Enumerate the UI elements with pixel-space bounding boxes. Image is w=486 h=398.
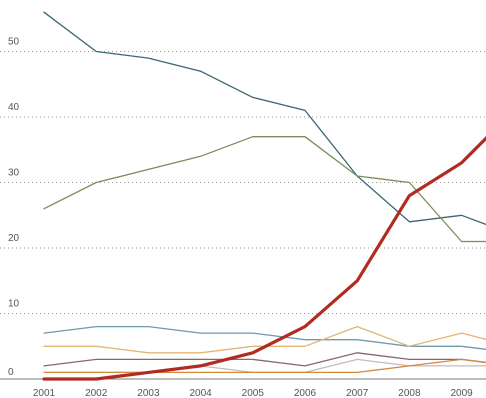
- x-tick-label-2009: 2009: [450, 388, 473, 398]
- x-tick-label-2001: 2001: [33, 388, 56, 398]
- x-tick-label-2004: 2004: [189, 388, 212, 398]
- series-line-5: [43, 325, 486, 354]
- series-line-3: [42, 136, 486, 381]
- y-tick-label-0: 0: [8, 367, 14, 378]
- y-tick-label-30: 30: [8, 168, 20, 179]
- x-tick-label-2008: 2008: [398, 388, 421, 398]
- series-line-4: [43, 325, 486, 350]
- x-tick-label-2003: 2003: [137, 388, 160, 398]
- y-tick-label-10: 10: [8, 299, 20, 310]
- y-tick-label-50: 50: [8, 37, 20, 48]
- x-tick-label-2002: 2002: [85, 388, 108, 398]
- y-tick-label-40: 40: [8, 102, 20, 113]
- x-tick-label-2007: 2007: [346, 388, 369, 398]
- x-tick-label-2006: 2006: [294, 388, 317, 398]
- series-line-2: [43, 136, 486, 243]
- x-tick-label-2005: 2005: [242, 388, 265, 398]
- y-tick-label-20: 20: [8, 233, 20, 244]
- series-line-6: [43, 352, 486, 367]
- series-line-1: [43, 11, 486, 226]
- series-line-8: [43, 358, 486, 374]
